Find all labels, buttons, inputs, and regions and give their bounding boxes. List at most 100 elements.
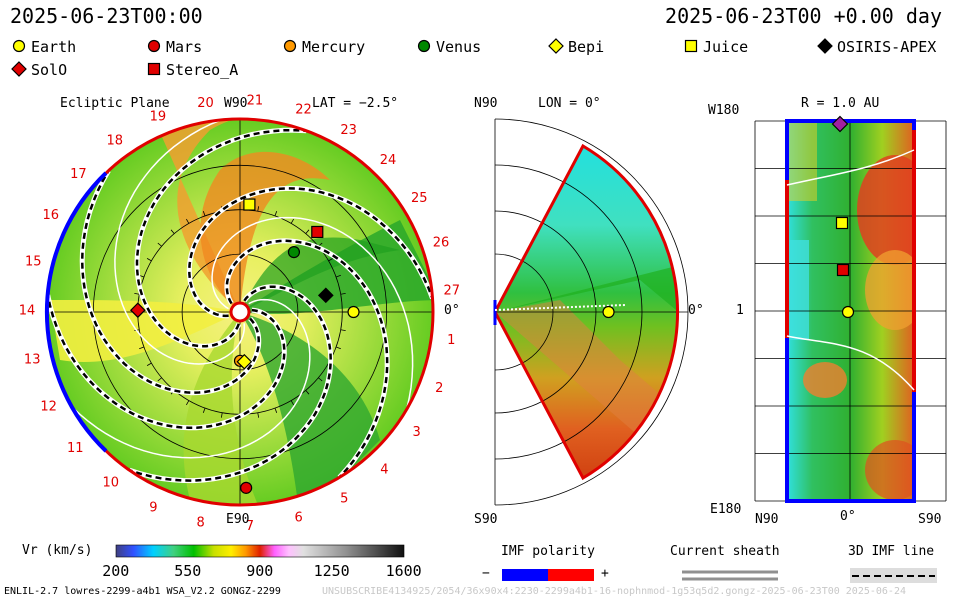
ecliptic-right-label: 0° — [444, 303, 460, 318]
ecliptic-marker-osiris-apex — [317, 287, 334, 304]
carrington-number: 10 — [103, 475, 120, 490]
current-sheet-line — [211, 216, 414, 410]
carrington-number: 2 — [435, 381, 443, 396]
carrington-number: 14 — [19, 304, 36, 319]
carrington-number: 5 — [340, 492, 348, 507]
legend-marker-shape — [12, 39, 26, 53]
carrington-number: 21 — [247, 94, 264, 109]
legend-item-stereo-a: Stereo_A — [145, 61, 238, 79]
legend-item-solo: SolO — [10, 61, 67, 79]
imf-line — [188, 187, 434, 318]
radial-marker-solo — [831, 115, 849, 133]
radial-current-sheet-lower — [786, 335, 915, 391]
ecliptic-bottom-label: E90 — [226, 512, 250, 527]
legend-marker-shape — [417, 39, 431, 53]
legend-label: Juice — [703, 38, 749, 56]
carrington-number: 7 — [246, 519, 254, 534]
square-marker-icon — [147, 62, 161, 76]
legend-marker-shape — [147, 62, 161, 76]
radial-bottom-s: S90 — [918, 512, 942, 527]
ecliptic-imf-lines — [45, 119, 435, 484]
radial-mid-left: 1 — [736, 303, 744, 318]
colorbar-tick-label: 1600 — [385, 562, 422, 580]
colorbar-label: Vr (km/s) — [22, 543, 93, 558]
ecliptic-marker-solo — [129, 302, 146, 319]
meridional-panel — [493, 118, 689, 506]
radial-marker-earth — [841, 305, 855, 319]
carrington-number: 6 — [295, 511, 303, 526]
ecliptic-marker-juice — [243, 198, 256, 211]
carrington-number: 8 — [196, 515, 204, 530]
ecliptic-boundary-negative — [44, 171, 108, 453]
meridional-imf-line — [494, 304, 626, 311]
carrington-number: 11 — [67, 441, 84, 456]
carrington-number: 24 — [380, 153, 397, 168]
square-marker-icon — [684, 39, 698, 53]
carrington-number: 12 — [40, 399, 57, 414]
circle-marker-icon — [417, 39, 431, 53]
radial-r-label: R = 1.0 AU — [801, 96, 880, 111]
legend-label: Venus — [436, 38, 482, 56]
radial-current-sheet — [786, 149, 915, 186]
carrington-number: 3 — [412, 425, 420, 440]
imf-line-sample-bg — [850, 568, 937, 583]
legend-label: Bepi — [568, 38, 605, 56]
imf-line — [135, 128, 307, 348]
imf-line — [225, 239, 389, 479]
legend-marker-shape — [817, 38, 833, 54]
legend-marker-shape — [684, 39, 698, 53]
legend-item-bepi: Bepi — [547, 38, 604, 56]
footer-right: UNSUBSCRIBE4134925/2054/36x90x4:2230-229… — [322, 586, 906, 597]
colorbar-tick-label: 900 — [246, 562, 274, 580]
carrington-number: 16 — [43, 208, 60, 223]
body-markers — [129, 115, 855, 494]
legend-item-earth: Earth — [10, 38, 76, 56]
imf-line — [80, 170, 260, 394]
diamond-marker-icon — [548, 38, 564, 54]
current-sheet-line — [114, 119, 246, 365]
imf-polarity-title: IMF polarity — [501, 544, 595, 559]
meridional-lon-label: LON = 0° — [538, 96, 601, 111]
current-sheath-title: Current sheath — [670, 544, 780, 559]
radial-top-left: W180 — [708, 103, 740, 118]
carrington-number: 1 — [447, 333, 455, 348]
meridional-velocity-field — [495, 146, 678, 478]
diamond-marker-icon — [817, 38, 833, 54]
imf-line-title: 3D IMF line — [848, 544, 935, 559]
imf-polarity-plus: + — [601, 566, 609, 581]
current-sheet-line — [71, 298, 311, 459]
colorbar-tick-label: 200 — [102, 562, 130, 580]
legend-item-venus: Venus — [415, 38, 481, 56]
legend-marker-shape — [11, 61, 27, 77]
meridional-right-label: 0° — [688, 303, 704, 318]
radial-marker-juice — [835, 216, 849, 230]
carrington-number: 19 — [150, 110, 167, 125]
ecliptic-title: Ecliptic Plane — [60, 96, 170, 111]
carrington-number: 22 — [295, 103, 312, 118]
imf-polarity-minus: − — [482, 566, 490, 581]
ecliptic-marker-stereo-a — [311, 225, 324, 239]
legend-item-mercury: Mercury — [281, 38, 365, 56]
meridional-marker-earth — [602, 305, 615, 319]
imf-polarity-positive — [548, 569, 594, 581]
meridional-bottom-label: S90 — [474, 512, 498, 527]
radial-bottom-n: N90 — [755, 512, 779, 527]
carrington-number: 26 — [433, 236, 450, 251]
colorbar-tick-label: 550 — [174, 562, 202, 580]
carrington-number: 27 — [444, 284, 461, 299]
imf-polarity-negative — [502, 569, 548, 581]
ecliptic-marker-mars — [240, 481, 253, 494]
imf-line — [46, 294, 286, 430]
circle-marker-icon — [283, 39, 297, 53]
carrington-number: 20 — [197, 96, 214, 111]
legend-marker-shape — [283, 39, 297, 53]
carrington-number: 13 — [24, 353, 41, 368]
datetime-left: 2025-06-23T00:00 — [10, 4, 203, 28]
legend-item-osiris-apex: OSIRIS-APEX — [816, 38, 936, 56]
legend-label: Mercury — [302, 38, 366, 56]
meridional-boundary — [493, 143, 679, 481]
